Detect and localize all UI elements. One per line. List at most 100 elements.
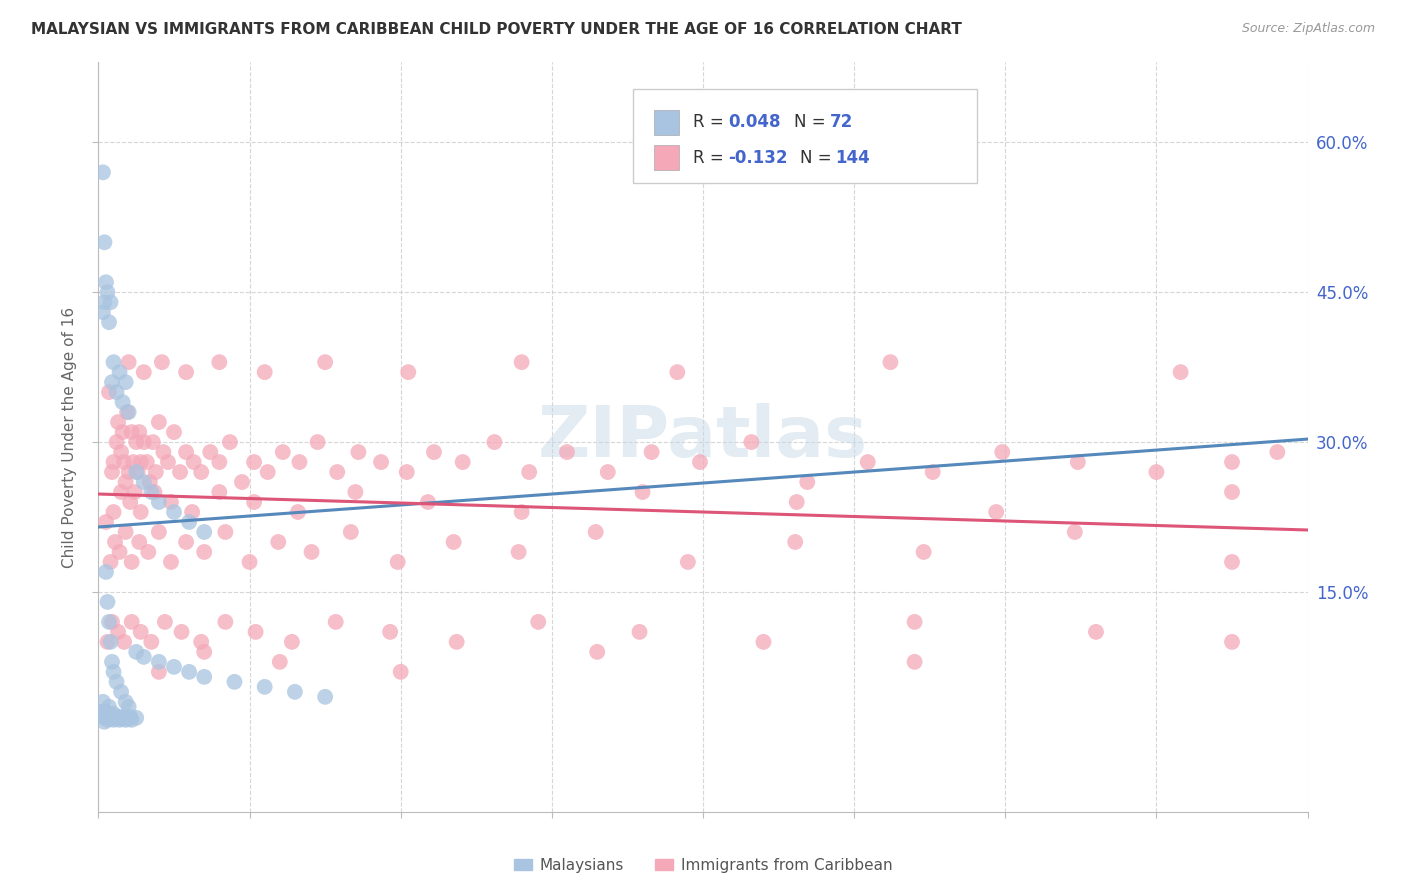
Point (103, 713, 125, 727)
Point (125, 435, 148, 450)
Point (517, 465, 540, 479)
Point (1220, 555, 1243, 569)
Point (93, 705, 115, 719)
Text: R =: R = (693, 113, 730, 131)
Point (253, 365, 276, 379)
Point (128, 535, 150, 549)
Text: R =: R = (693, 149, 730, 167)
Point (508, 545, 530, 559)
Point (90, 705, 112, 719)
Point (1144, 465, 1167, 479)
Point (183, 455, 205, 469)
Point (245, 624, 267, 639)
Point (105, 435, 128, 450)
Point (370, 455, 392, 469)
Point (193, 545, 215, 559)
Point (103, 665, 125, 679)
Point (153, 615, 176, 629)
Point (396, 365, 419, 379)
Point (219, 435, 242, 450)
Point (94, 275, 117, 289)
Point (596, 465, 619, 479)
Point (181, 505, 204, 519)
Point (98, 699, 121, 714)
Point (118, 355, 141, 369)
Point (190, 465, 212, 479)
Point (879, 355, 901, 369)
Point (142, 435, 165, 450)
Point (160, 495, 183, 509)
Point (118, 465, 141, 479)
Text: 144: 144 (835, 149, 870, 167)
Point (389, 665, 412, 679)
Point (1063, 524, 1085, 539)
Text: N =: N = (800, 149, 837, 167)
Point (443, 535, 465, 549)
Point (110, 445, 132, 459)
Point (1067, 455, 1090, 469)
Point (904, 615, 927, 629)
Point (104, 711, 127, 725)
Point (378, 624, 401, 639)
Point (256, 465, 278, 479)
Point (96, 595, 118, 609)
Point (267, 535, 290, 549)
Point (190, 635, 212, 649)
Point (152, 445, 174, 459)
Point (112, 455, 135, 469)
Point (325, 615, 347, 629)
Point (200, 445, 222, 459)
Point (114, 695, 136, 709)
Point (585, 524, 607, 539)
Point (132, 475, 155, 489)
Point (785, 535, 807, 549)
Point (129, 455, 152, 469)
Point (1220, 455, 1243, 469)
Point (125, 711, 148, 725)
Point (110, 711, 132, 725)
Point (103, 706, 125, 721)
Point (101, 655, 124, 669)
Point (141, 635, 163, 649)
Point (163, 425, 186, 439)
Point (96, 635, 118, 649)
Point (124, 485, 146, 500)
Point (340, 524, 363, 539)
Point (169, 465, 191, 479)
Point (100, 555, 122, 569)
Point (110, 685, 132, 699)
Point (510, 355, 533, 369)
Point (314, 355, 336, 369)
Point (108, 365, 131, 379)
Point (224, 674, 246, 689)
Point (284, 685, 307, 699)
Point (101, 465, 124, 479)
Point (676, 555, 699, 569)
Point (1267, 445, 1289, 459)
Point (174, 365, 197, 379)
Point (91, 710, 114, 724)
Point (148, 524, 170, 539)
Point (174, 535, 197, 549)
Point (114, 475, 136, 489)
Point (122, 455, 145, 469)
Point (132, 435, 155, 450)
Point (243, 495, 266, 509)
Point (921, 465, 943, 479)
Point (93, 714, 115, 729)
Point (163, 505, 186, 519)
Point (193, 645, 215, 659)
Point (129, 624, 152, 639)
Point (1220, 635, 1243, 649)
Point (148, 495, 170, 509)
Point (100, 635, 122, 649)
Point (174, 445, 197, 459)
Point (91, 305, 114, 319)
Point (986, 505, 1008, 519)
Point (107, 710, 129, 724)
Point (111, 395, 134, 409)
Point (103, 455, 125, 469)
Point (179, 515, 201, 529)
Point (132, 365, 155, 379)
Point (231, 475, 253, 489)
